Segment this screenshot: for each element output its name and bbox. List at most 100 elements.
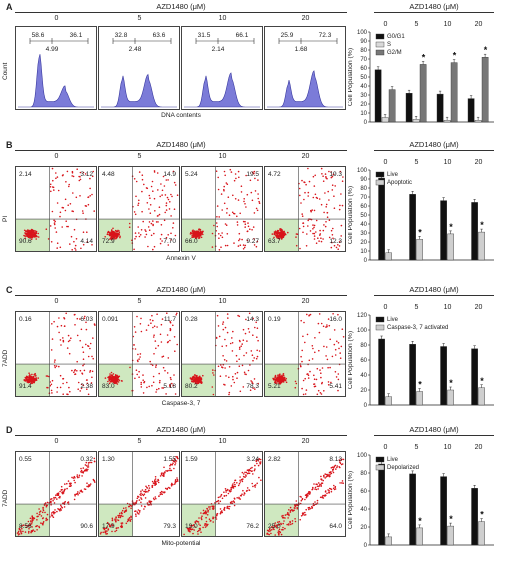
event-dot xyxy=(167,234,169,236)
event-dot xyxy=(228,505,231,508)
event-dot xyxy=(149,360,151,363)
event-dot xyxy=(159,238,162,240)
event-dot xyxy=(108,231,110,234)
event-dot xyxy=(234,485,236,488)
event-dot xyxy=(102,531,104,534)
event-dot xyxy=(236,497,238,499)
y-tick-label: 60 xyxy=(360,489,367,495)
event-dot xyxy=(84,315,86,318)
chart-title-rule xyxy=(374,150,494,151)
event-dot xyxy=(135,501,138,503)
legend-swatch xyxy=(375,316,385,323)
event-dot xyxy=(244,203,246,205)
event-dot xyxy=(50,241,53,243)
event-dot xyxy=(206,508,209,510)
event-dot xyxy=(208,518,211,520)
event-dot xyxy=(206,514,209,516)
event-dot xyxy=(287,511,289,514)
event-dot xyxy=(54,496,57,499)
quadrant-value: 2.82 xyxy=(268,456,281,463)
event-dot xyxy=(307,195,309,197)
event-dot xyxy=(188,527,191,529)
event-dot xyxy=(337,313,339,316)
event-dot xyxy=(82,364,84,367)
event-dot xyxy=(140,381,142,384)
event-dot xyxy=(190,524,192,527)
event-dot xyxy=(157,479,160,482)
event-dot xyxy=(218,502,220,504)
event-dot xyxy=(149,197,151,199)
event-dot xyxy=(107,231,109,234)
event-dot xyxy=(230,502,232,504)
event-dot xyxy=(275,377,278,380)
quadrant-value: 0.55 xyxy=(19,456,32,463)
event-dot xyxy=(176,480,179,482)
dose-label: 0 xyxy=(54,153,59,160)
event-dot xyxy=(24,380,27,382)
event-dot xyxy=(112,235,114,238)
event-dot xyxy=(202,526,204,529)
event-dot xyxy=(154,483,157,486)
event-dot xyxy=(334,354,337,356)
event-dot xyxy=(257,339,259,342)
event-dot xyxy=(217,325,220,327)
event-dot xyxy=(140,492,142,494)
event-dot xyxy=(199,376,201,378)
event-dot xyxy=(80,328,83,331)
event-dot xyxy=(104,377,107,379)
event-dot xyxy=(326,216,329,218)
event-dot xyxy=(245,318,247,321)
event-dot xyxy=(332,487,335,490)
event-dot xyxy=(249,389,252,391)
event-dot xyxy=(134,377,136,380)
quadrant-value: 3.12 xyxy=(80,171,93,178)
bar xyxy=(436,93,444,123)
event-dot xyxy=(256,462,258,465)
legend-label: S xyxy=(387,42,391,48)
flow-title-rule xyxy=(15,435,347,436)
event-dot xyxy=(246,340,248,342)
bar xyxy=(443,119,451,123)
event-dot xyxy=(192,378,194,381)
event-dot xyxy=(198,229,201,231)
event-dot xyxy=(145,230,147,232)
event-dot xyxy=(71,172,74,174)
flow-dot-plot: 5.24 19.5 66.0 9.27 xyxy=(181,166,263,252)
event-dot xyxy=(28,530,30,533)
event-dot xyxy=(296,506,298,509)
event-dot xyxy=(303,321,305,324)
event-dot xyxy=(339,357,342,359)
event-dot xyxy=(334,348,337,351)
y-tick-label: 40 xyxy=(360,373,367,379)
event-dot xyxy=(35,378,38,380)
flow-title-rule xyxy=(15,295,347,296)
event-dot xyxy=(86,241,89,243)
histogram-plot: 58.6 36.1 4.99 xyxy=(15,26,97,110)
quadrant-value: 5.24 xyxy=(185,171,198,178)
event-dot xyxy=(251,381,253,383)
event-dot xyxy=(314,193,317,196)
event-dot xyxy=(170,485,173,487)
event-dot xyxy=(120,514,122,517)
event-dot xyxy=(107,529,110,531)
event-dot xyxy=(76,370,78,372)
event-dot xyxy=(342,176,344,178)
event-dot xyxy=(223,170,226,173)
bar xyxy=(447,389,454,406)
event-dot xyxy=(85,379,88,381)
category-label: 20 xyxy=(475,159,483,166)
event-dot xyxy=(89,342,92,345)
event-dot xyxy=(161,240,163,242)
event-dot xyxy=(122,515,124,518)
event-dot xyxy=(32,378,35,380)
event-dot xyxy=(187,530,190,532)
event-dot xyxy=(37,236,40,238)
event-dot xyxy=(237,484,240,487)
event-dot xyxy=(279,531,281,533)
event-dot xyxy=(114,379,116,381)
bar xyxy=(471,488,478,546)
event-dot xyxy=(295,233,298,235)
event-dot xyxy=(134,213,137,216)
significance-marker: * xyxy=(449,514,453,524)
